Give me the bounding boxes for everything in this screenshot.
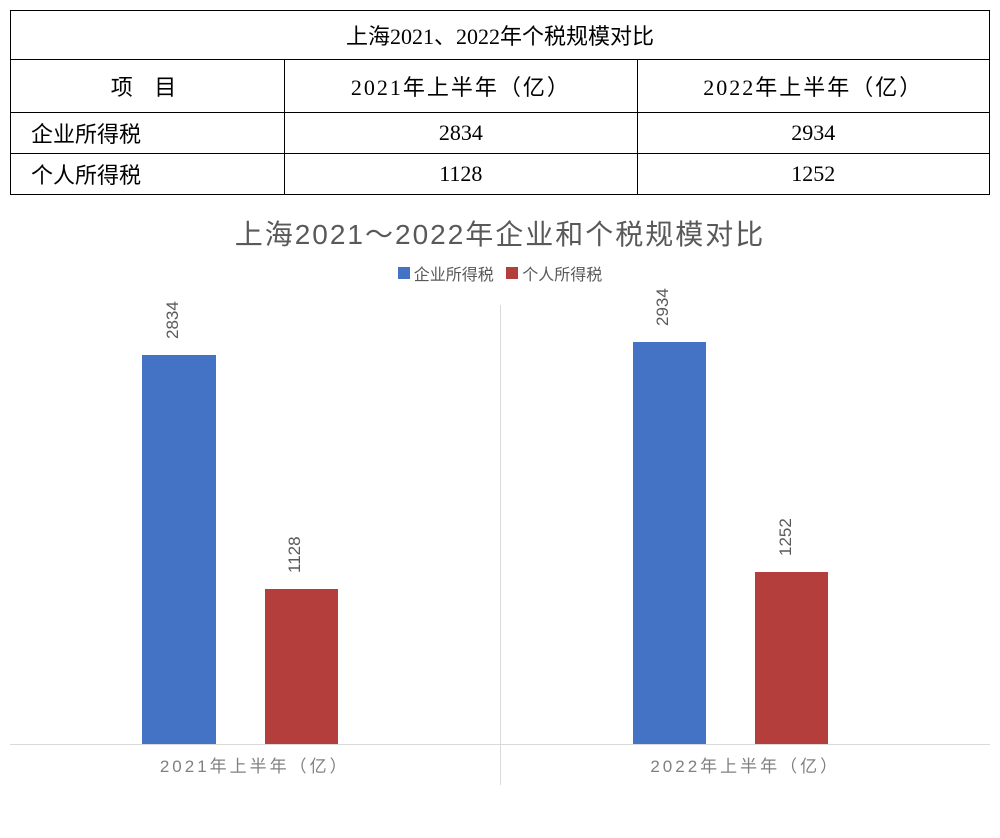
xaxis-label-0: 2021年上半年（亿） bbox=[10, 752, 500, 777]
xaxis-label-1: 2022年上半年（亿） bbox=[501, 752, 991, 777]
table-row: 企业所得税 2834 2934 bbox=[11, 113, 990, 154]
chart-title: 上海2021～2022年企业和个税规模对比 bbox=[10, 213, 990, 253]
table-title-row: 上海2021、2022年个税规模对比 bbox=[11, 11, 990, 60]
legend-label-1: 个人所得税 bbox=[522, 261, 602, 285]
cell: 1128 bbox=[285, 154, 637, 195]
bar-label: 1252 bbox=[776, 518, 796, 556]
data-table: 上海2021、2022年个税规模对比 项 目 2021年上半年（亿） 2022年… bbox=[10, 10, 990, 195]
table-row: 个人所得税 1128 1252 bbox=[11, 154, 990, 195]
cell: 1252 bbox=[637, 154, 989, 195]
chart-panel-0: 2834 1128 2021年上半年（亿） bbox=[10, 305, 500, 785]
bar-label: 2834 bbox=[163, 301, 183, 339]
row-label: 个人所得税 bbox=[11, 154, 285, 195]
plot-area-0: 2834 1128 bbox=[10, 305, 500, 745]
bar-1-1: 1252 bbox=[755, 572, 828, 744]
bar-label: 1128 bbox=[285, 537, 305, 574]
legend-swatch-1 bbox=[506, 267, 518, 279]
chart-area: 上海2021～2022年企业和个税规模对比 企业所得税 个人所得税 2834 1… bbox=[10, 213, 990, 785]
cell: 2834 bbox=[285, 113, 637, 154]
legend-swatch-0 bbox=[398, 267, 410, 279]
page-container: 上海2021、2022年个税规模对比 项 目 2021年上半年（亿） 2022年… bbox=[10, 10, 990, 785]
bar-0-0: 2834 bbox=[142, 355, 215, 744]
table-title: 上海2021、2022年个税规模对比 bbox=[11, 11, 990, 60]
bar-label: 2934 bbox=[653, 288, 673, 326]
table-header-row: 项 目 2021年上半年（亿） 2022年上半年（亿） bbox=[11, 60, 990, 113]
col-header-2: 2022年上半年（亿） bbox=[637, 60, 989, 113]
cell: 2934 bbox=[637, 113, 989, 154]
bar-0-1: 1128 bbox=[265, 589, 338, 744]
legend-item-1: 个人所得税 bbox=[506, 261, 602, 285]
legend-label-0: 企业所得税 bbox=[414, 261, 494, 285]
col-header-1: 2021年上半年（亿） bbox=[285, 60, 637, 113]
legend-item-0: 企业所得税 bbox=[398, 261, 494, 285]
plot-area-1: 2934 1252 bbox=[501, 305, 991, 745]
bar-1-0: 2934 bbox=[633, 342, 706, 745]
chart-legend: 企业所得税 个人所得税 bbox=[10, 261, 990, 285]
row-label: 企业所得税 bbox=[11, 113, 285, 154]
chart-panel-1: 2934 1252 2022年上半年（亿） bbox=[500, 305, 991, 785]
chart-panels: 2834 1128 2021年上半年（亿） 2934 1252 bbox=[10, 305, 990, 785]
col-header-0: 项 目 bbox=[11, 60, 285, 113]
